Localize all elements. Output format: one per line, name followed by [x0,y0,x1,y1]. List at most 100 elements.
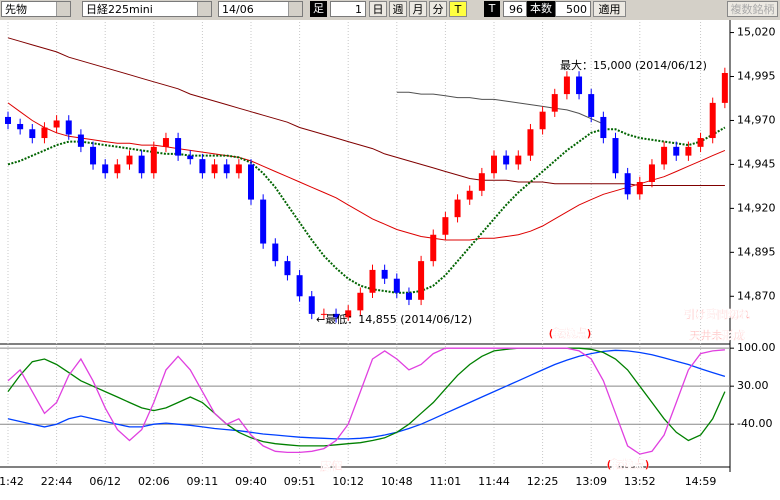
candle-body [333,313,340,318]
candle-body [442,217,449,235]
indicator-line [7,102,726,241]
candle-body [199,159,206,174]
contract-select[interactable]: 14/06 [218,1,303,17]
x-tick-label: 21:42 [0,475,24,488]
y-tick-label: -40.00 [737,417,772,430]
candle-body [539,111,546,130]
candle-body [5,116,11,124]
x-tick-label: 12:25 [527,475,559,488]
x-tick-label: 11:01 [430,475,462,488]
candle-body [527,129,534,156]
candle-body [515,155,522,165]
minute-button[interactable]: 分 [429,1,447,17]
x-tick-label: 11:44 [478,475,510,488]
candle-body [648,164,655,182]
candle-body [296,275,303,297]
candle-body [114,164,121,174]
candle-body [102,164,109,174]
candle-body [187,155,194,160]
tick-button[interactable]: T [449,1,467,17]
candle-body [563,76,570,95]
count-label: 本数 [527,1,555,17]
y-tick-label: 14,895 [737,245,776,258]
indicator-line [7,347,726,447]
month-button[interactable]: 月 [409,1,427,17]
candle-body [150,146,157,174]
candle-body [248,164,254,200]
candle-body [53,120,60,128]
indicator-line [7,347,725,455]
symbol-select[interactable]: 日経225mini [82,1,212,17]
background [0,20,780,500]
week-button[interactable]: 週 [389,1,407,17]
y-tick-label: 30.00 [737,379,769,392]
y-tick-label: 14,970 [737,113,776,126]
candle-body [320,313,327,315]
indicator-line [7,349,726,440]
y-tick-label: 14,995 [737,70,776,83]
indicator-line [7,37,725,186]
multi-symbol-button[interactable]: 複数銘柄 [727,1,778,17]
apply-button[interactable]: 適用 [593,1,626,17]
candle-body [211,164,218,174]
candle-body [405,292,412,300]
candle-body [418,261,425,300]
y-tick-label: 100.00 [737,341,776,354]
annotation: ←最低：14,855 (2014/06/12) [316,313,472,326]
candle-body [551,94,558,112]
candle-body [612,138,619,174]
callout: (転換点) [548,326,591,340]
candle-body [272,243,279,262]
x-tick-label: 13:52 [624,475,656,488]
candle-body [430,234,437,262]
callout: 底値 [320,459,342,473]
day-button[interactable]: 日 [369,1,387,17]
candle-body [636,182,643,195]
x-tick-label: 14:59 [685,475,717,488]
candle-body [162,138,169,147]
candle-body [491,155,497,174]
annotation: 最大：15,000 (2014/06/12) [560,58,707,72]
x-tick-label: 09:11 [187,475,219,488]
market-select[interactable]: 先物 [1,1,71,17]
candle-body [29,129,36,139]
candle-body [17,123,24,130]
x-tick-label: 09:51 [284,475,316,488]
candle-body [673,146,680,156]
candle-body [284,261,291,276]
candle-body [175,138,182,156]
candle-body [454,199,461,218]
indicator-line [396,91,604,125]
candle-body [126,155,133,165]
callout: 引け時間切れ [684,307,750,321]
y-tick-label: 15,020 [737,26,776,39]
candle-body [345,310,352,318]
t-value[interactable]: 96 [503,1,527,17]
candle-body [41,127,48,139]
candle-body [369,269,376,293]
y-tick-label: 14,920 [737,201,776,214]
x-tick-label: 06/12 [89,475,121,488]
candle-body [503,155,510,165]
toolbar: 先物 日経225mini 14/06 足 1 日 週 月 分 T T 96 本数… [0,0,780,20]
bar-count[interactable]: 1 [330,1,366,17]
count-value[interactable]: 500 [555,1,591,17]
candle-body [381,269,388,279]
x-tick-label: 22:44 [41,475,73,488]
candle-body [260,199,267,244]
candle-body [600,116,607,139]
x-tick-label: 10:48 [381,475,413,488]
candle-body [90,146,97,165]
candle-body [235,164,242,174]
y-tick-label: 14,870 [737,289,776,302]
candle-body [685,146,692,156]
y-tick-label: 14,945 [737,157,776,170]
callout: 天井未形成 [690,328,745,342]
candle-body [77,134,84,147]
candle-body [576,76,583,95]
callout: (転換点) [606,457,649,471]
candle-body [65,120,72,135]
candle-body [357,292,364,311]
